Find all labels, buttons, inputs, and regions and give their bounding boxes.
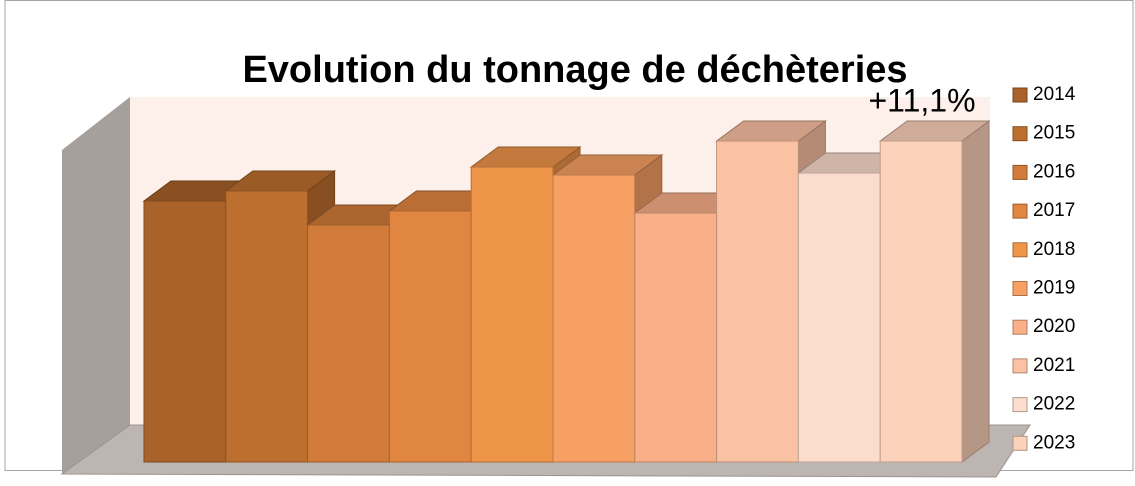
annotation: +11,1%: [868, 82, 975, 118]
bar: [225, 190, 309, 463]
legend-swatch: [1012, 281, 1028, 296]
legend-label: 2014: [1033, 84, 1076, 105]
bar: [552, 174, 636, 463]
legend-swatch: [1012, 435, 1028, 451]
legend-swatch: [1012, 87, 1028, 103]
legend-label: 2015: [1033, 123, 1075, 144]
side-wall: [62, 97, 130, 474]
bar: [634, 212, 718, 463]
legend-label: 2021: [1033, 355, 1075, 376]
legend-label: 2022: [1033, 394, 1075, 415]
bar: [388, 210, 472, 463]
legend-label: 2016: [1033, 161, 1075, 182]
legend-label: 2020: [1033, 316, 1075, 337]
legend-swatch: [1012, 126, 1028, 142]
legend-swatch: [1012, 242, 1028, 258]
bar: [470, 166, 554, 463]
legend-label: 2023: [1033, 432, 1075, 453]
bar-side: [961, 120, 990, 463]
legend-swatch: [1012, 164, 1028, 180]
legend-label: 2017: [1033, 200, 1075, 221]
legend-label: 2019: [1033, 278, 1075, 299]
legend-label: 2018: [1033, 239, 1075, 260]
bar: [307, 224, 390, 463]
bar: [797, 172, 881, 463]
chart-title: Evolution du tonnage de déchèteries: [242, 49, 907, 91]
legend-swatch: [1012, 358, 1028, 374]
bar: [716, 140, 799, 463]
bar: [879, 140, 963, 463]
bar: [143, 200, 227, 463]
legend-swatch: [1012, 203, 1028, 219]
legend-swatch: [1012, 397, 1028, 413]
legend-swatch: [1012, 319, 1028, 335]
